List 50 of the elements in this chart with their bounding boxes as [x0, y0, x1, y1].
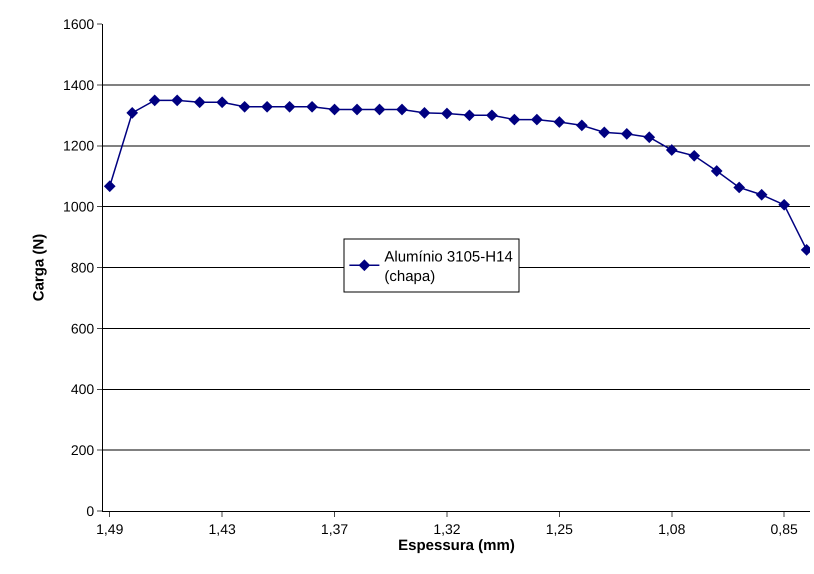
x-tick-label: 1,37: [320, 520, 348, 537]
y-tick-label: 0: [86, 502, 94, 519]
point: [464, 109, 476, 122]
point: [441, 108, 453, 120]
y-tick-label: 1400: [63, 76, 94, 93]
y-tick-label: 1000: [63, 198, 94, 215]
point: [306, 100, 318, 113]
x-tick-label: 1,49: [96, 520, 124, 537]
legend-label: Alumínio 3105-H14 (chapa): [384, 248, 513, 285]
x-tick-label: 1,08: [658, 520, 686, 537]
point: [666, 144, 678, 156]
x-tick-label: 1,43: [208, 520, 236, 537]
point: [554, 116, 566, 128]
point: [733, 182, 746, 194]
point: [171, 94, 184, 106]
y-tick-label: 1600: [63, 16, 94, 32]
point: [778, 198, 790, 211]
point: [598, 126, 610, 138]
point: [284, 100, 296, 113]
point: [126, 107, 138, 119]
point: [374, 104, 386, 116]
y-tick-label: 200: [70, 442, 94, 458]
y-tick-label: 400: [70, 381, 94, 398]
point: [396, 104, 408, 116]
point: [418, 107, 430, 119]
point: [216, 96, 228, 108]
point: [351, 104, 363, 116]
point: [328, 104, 340, 116]
y-tick-label: 800: [70, 259, 94, 276]
point: [148, 94, 161, 106]
x-tick-label: 1,25: [546, 520, 574, 537]
point: [756, 188, 768, 201]
x-axis-title: Espessura (mm): [398, 536, 515, 554]
y-tick-label: 1200: [63, 138, 94, 154]
x-tick-label: 1,32: [433, 520, 461, 537]
point: [576, 120, 588, 132]
x-tick-label: 0,85: [770, 520, 798, 537]
point: [261, 100, 273, 113]
y-tick-label: 600: [70, 320, 94, 336]
y-axis-title: Carga (N): [30, 234, 48, 302]
point: [531, 114, 543, 126]
point: [643, 131, 656, 144]
point: [620, 128, 633, 140]
point: [486, 109, 498, 122]
point: [238, 100, 250, 113]
point: [104, 180, 116, 192]
point: [194, 96, 206, 108]
point: [710, 165, 723, 177]
point: [688, 150, 700, 162]
point: [508, 114, 520, 126]
